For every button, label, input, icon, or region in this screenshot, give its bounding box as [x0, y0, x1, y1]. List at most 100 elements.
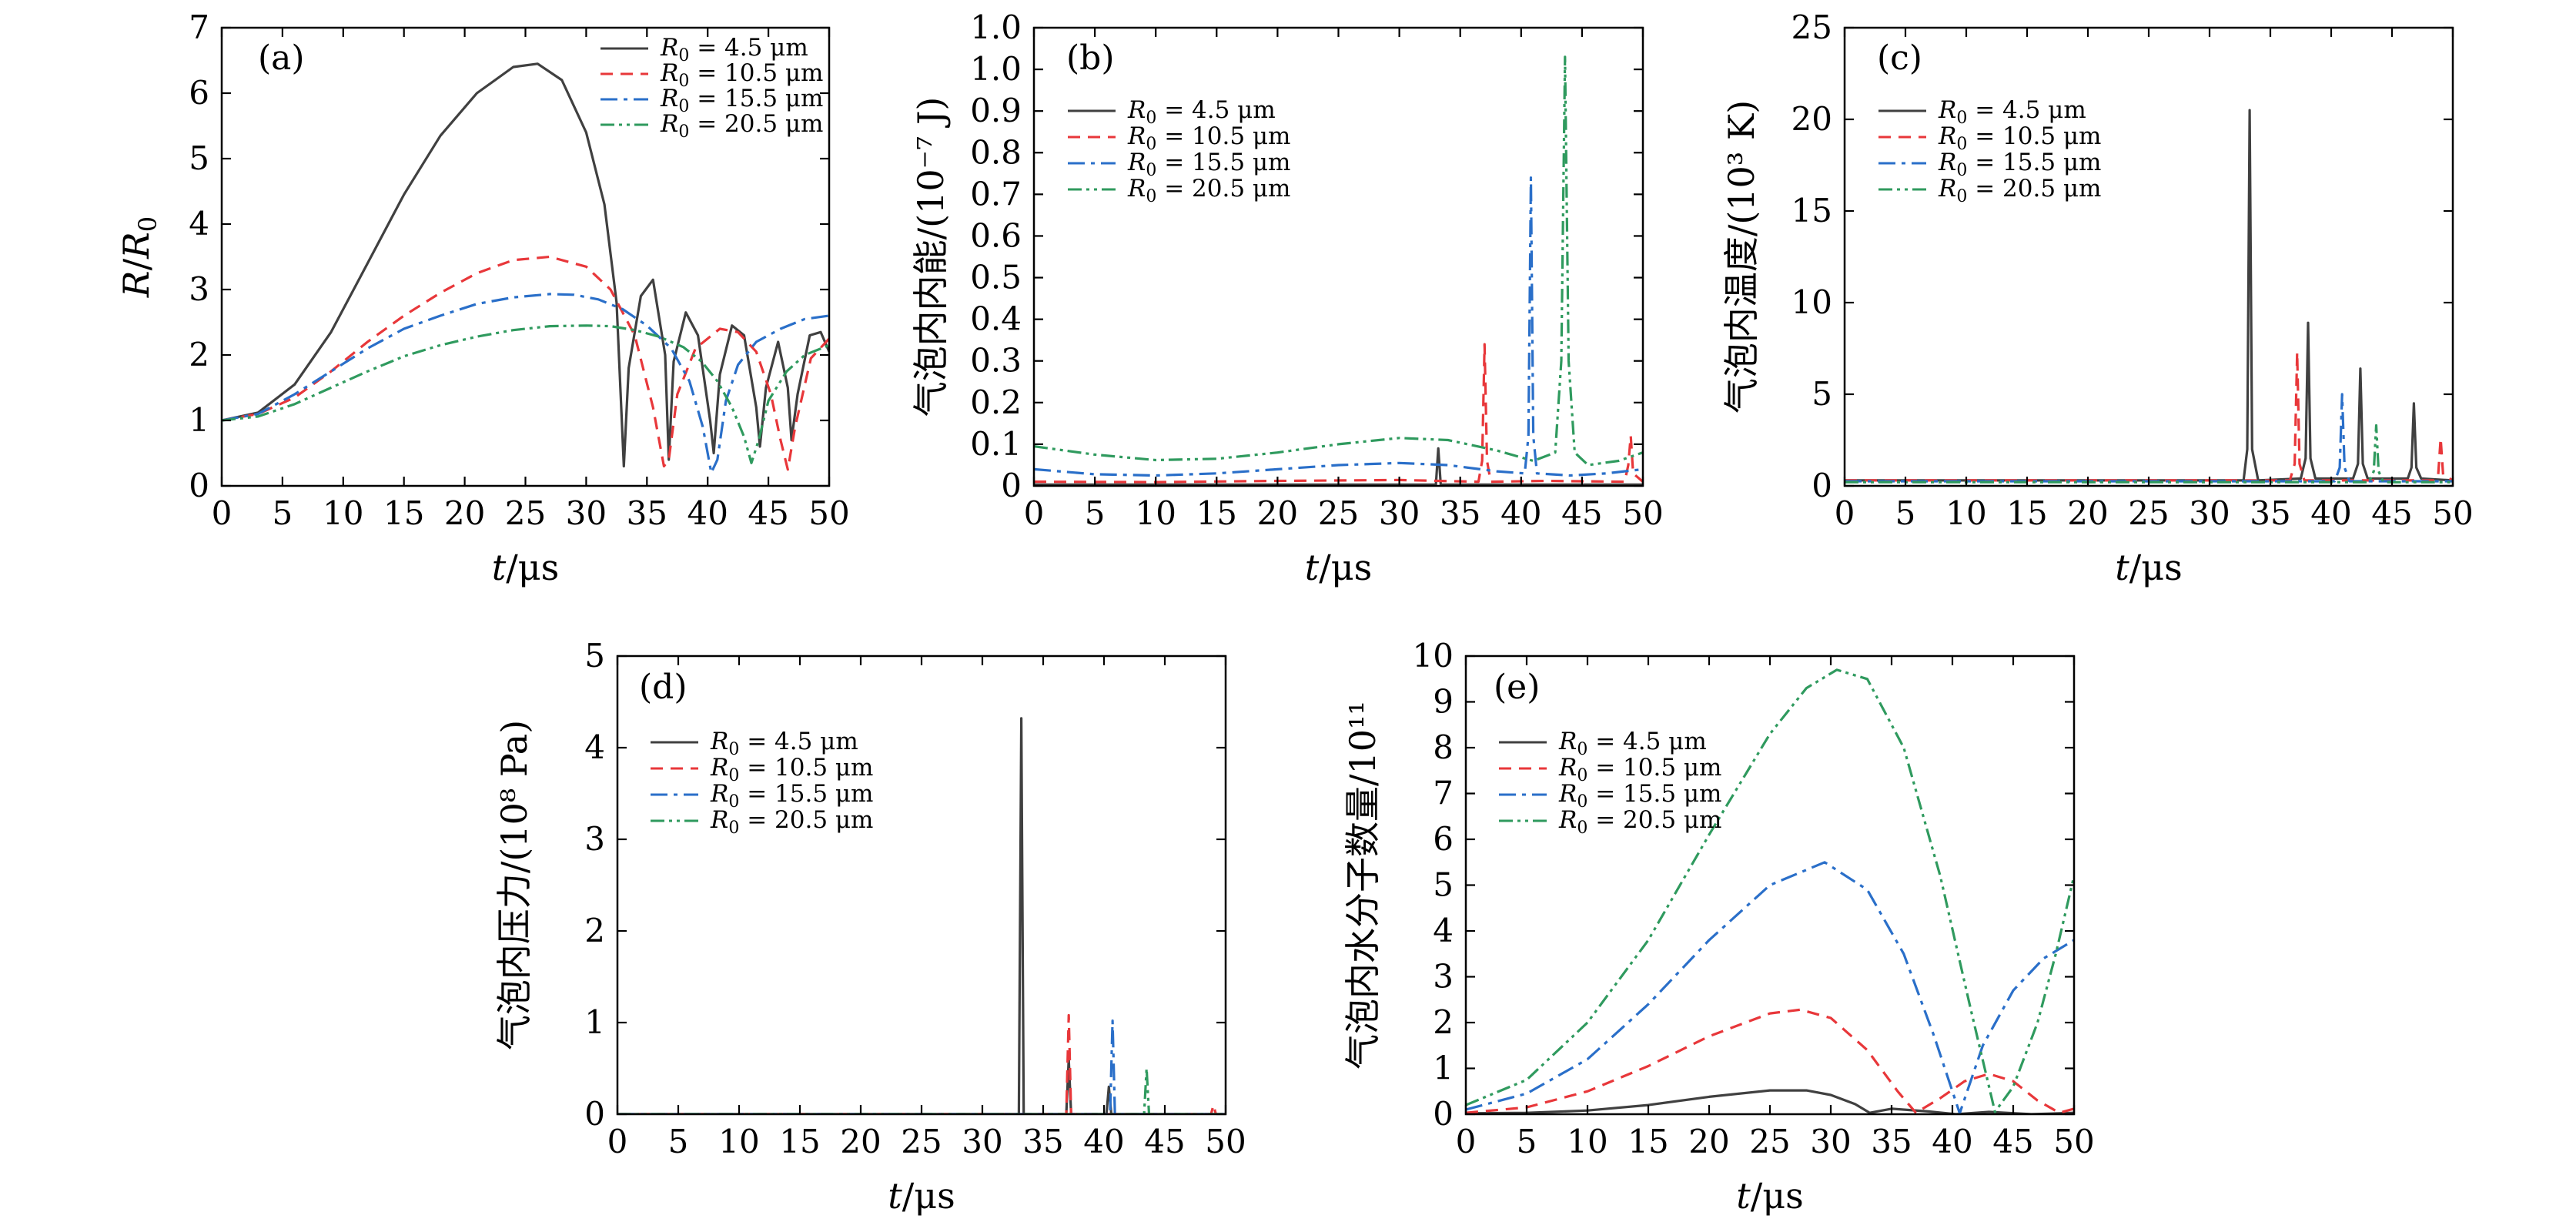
y-axis-label: 气泡内压力/(10⁸ Pa): [493, 720, 535, 1050]
x-tick-label: 40: [1932, 1123, 1972, 1160]
panel-label: (e): [1494, 668, 1540, 707]
y-tick-label: 3: [189, 270, 209, 308]
x-tick-label: 10: [323, 494, 363, 532]
x-tick-label: 15: [1196, 494, 1237, 532]
x-tick-label: 5: [1517, 1123, 1537, 1160]
legend-label-2: R0 = 10.5 μm: [660, 59, 823, 91]
x-tick-label: 25: [1318, 494, 1359, 532]
x-tick-label: 30: [962, 1123, 1002, 1160]
x-axis-label: t/μs: [2115, 547, 2183, 588]
x-axis-label: t/μs: [888, 1175, 955, 1217]
legend-label-2: R0 = 10.5 μm: [1938, 122, 2101, 154]
y-tick-label: 0: [1433, 1095, 1454, 1133]
x-tick-label: 45: [2371, 494, 2412, 532]
y-tick-label: 3: [584, 820, 605, 858]
x-tick-label: 0: [1456, 1123, 1477, 1160]
y-tick-label: 10: [1413, 637, 1454, 675]
panel-label: (c): [1877, 39, 1922, 78]
legend-label-1: R0 = 4.5 μm: [1558, 728, 1707, 759]
x-tick-label: 25: [901, 1123, 942, 1160]
x-tick-label: 30: [1379, 494, 1420, 532]
legend-label-4: R0 = 20.5 μm: [1558, 806, 1721, 838]
x-tick-label: 15: [779, 1123, 820, 1160]
x-tick-label: 10: [1567, 1123, 1607, 1160]
chart-panel-b: 0 5 10 15 20 25 30 35 40 45 5000.10.20.30.40.50.60…: [910, 8, 1664, 588]
y-tick-label: 0.6: [970, 216, 1022, 254]
legend-label-2: R0 = 10.5 μm: [1558, 754, 1721, 785]
y-tick-label: 0.3: [970, 342, 1022, 380]
series-line-3: [1034, 176, 1643, 477]
y-tick-label: 0.2: [970, 383, 1022, 421]
legend-label-1: R0 = 4.5 μm: [1127, 96, 1276, 128]
legend-label-1: R0 = 4.5 μm: [1938, 96, 2086, 128]
x-tick-label: 50: [2432, 494, 2473, 532]
x-tick-label: 5: [1895, 494, 1916, 532]
series-line-1: [1034, 447, 1643, 486]
y-tick-label: 7: [189, 8, 209, 46]
y-tick-label: 2: [189, 336, 209, 373]
series-line-2: [1034, 343, 1643, 484]
y-tick-label: 0.1: [970, 425, 1022, 463]
y-tick-label: 0.5: [970, 259, 1022, 296]
chart-panel-a: 0 5 10 15 20 25 30 35 40 45 5001234567(a)t/μsR/R0R…: [115, 8, 850, 588]
y-tick-label: 4: [189, 205, 209, 243]
series-line-2: [617, 1013, 1226, 1114]
y-tick-label: 0.7: [970, 175, 1022, 213]
y-tick-label: 0.4: [970, 300, 1022, 338]
legend-label-3: R0 = 15.5 μm: [1558, 780, 1721, 812]
x-tick-label: 0: [1835, 494, 1855, 532]
x-tick-label: 20: [840, 1123, 881, 1160]
y-axis-label: 气泡内水分子数量/10¹¹: [1342, 701, 1383, 1070]
legend-label-4: R0 = 20.5 μm: [710, 806, 873, 838]
y-tick-label: 5: [584, 637, 605, 675]
y-tick-label: 10: [1791, 283, 1832, 321]
y-tick-label: 0: [189, 467, 209, 504]
x-tick-label: 0: [607, 1123, 628, 1160]
y-tick-label: 6: [1433, 820, 1454, 858]
x-tick-label: 0: [1024, 494, 1045, 532]
plot-frame: [1032, 26, 1644, 487]
x-tick-label: 0: [212, 494, 233, 532]
y-tick-label: 4: [584, 728, 605, 766]
y-tick-label: 1.0: [970, 50, 1022, 88]
chart-panel-d: 0 5 10 15 20 25 30 35 40 45 50012345(d)t/μs气泡内压力/(…: [493, 637, 1246, 1217]
series-line-2: [222, 255, 829, 471]
y-tick-label: 0: [1812, 467, 1832, 504]
legend-label-2: R0 = 10.5 μm: [710, 754, 873, 785]
y-axis-label: 气泡内温度/(10³ K): [1721, 100, 1762, 413]
chart-panel-e: 0 5 10 15 20 25 30 35 40 45 50012345678910(e)t/μs气…: [1342, 637, 2095, 1217]
y-tick-label: 25: [1791, 8, 1832, 46]
y-tick-label: 2: [584, 912, 605, 949]
x-tick-label: 45: [1144, 1123, 1185, 1160]
x-tick-label: 35: [1440, 494, 1480, 532]
legend-label-1: R0 = 4.5 μm: [660, 34, 808, 65]
series-line-3: [1466, 861, 2074, 1114]
y-tick-label: 0: [1001, 467, 1022, 504]
x-tick-label: 20: [2067, 494, 2108, 532]
x-tick-label: 30: [566, 494, 607, 532]
y-tick-label: 1: [584, 1003, 605, 1041]
x-tick-label: 45: [748, 494, 788, 532]
y-axis-label: 气泡内内能/(10⁻⁷ J): [910, 97, 952, 417]
x-tick-label: 15: [2006, 494, 2047, 532]
y-tick-label: 7: [1433, 775, 1454, 812]
x-tick-label: 35: [1871, 1123, 1912, 1160]
y-tick-label: 0.8: [970, 133, 1022, 171]
series-line-4: [222, 324, 829, 464]
legend-label-1: R0 = 4.5 μm: [710, 728, 858, 759]
series-line-4: [1466, 668, 2074, 1113]
x-tick-label: 20: [1257, 494, 1298, 532]
x-axis-label: t/μs: [1736, 1175, 1804, 1217]
panel-label: (a): [258, 39, 305, 78]
x-tick-label: 20: [1688, 1123, 1729, 1160]
legend-label-4: R0 = 20.5 μm: [1127, 175, 1290, 206]
x-tick-label: 10: [1945, 494, 1986, 532]
y-tick-label: 5: [1812, 375, 1832, 413]
legend-label-3: R0 = 15.5 μm: [660, 85, 823, 116]
legend-label-4: R0 = 20.5 μm: [1938, 175, 2101, 206]
series-line-1: [617, 717, 1226, 1114]
x-tick-label: 45: [1561, 494, 1602, 532]
y-tick-label: 5: [189, 139, 209, 177]
x-tick-label: 40: [1500, 494, 1541, 532]
